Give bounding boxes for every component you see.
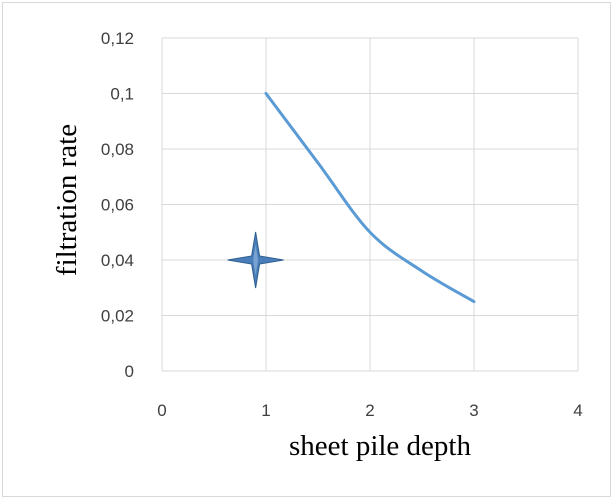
series-line xyxy=(264,92,476,304)
y-tick-label: 0 xyxy=(125,362,134,381)
x-tick-label: 4 xyxy=(573,401,582,420)
gridlines xyxy=(161,37,579,372)
y-tick-labels: 0 0,02 0,04 0,06 0,08 0,1 0,12 xyxy=(101,29,134,381)
x-tick-labels: 0 1 2 3 4 xyxy=(157,401,582,420)
y-axis-label: filtration rate xyxy=(51,124,83,276)
y-tick-label: 0,1 xyxy=(110,85,134,104)
y-tick-label: 0,04 xyxy=(101,251,134,270)
y-tick-label: 0,02 xyxy=(101,307,134,326)
chart-frame xyxy=(2,2,611,497)
y-tick-label: 0,08 xyxy=(101,140,134,159)
y-tick-label: 0,12 xyxy=(101,29,134,48)
star-marker-highlight xyxy=(253,244,258,276)
y-tick-label: 0,06 xyxy=(101,196,134,215)
x-tick-label: 0 xyxy=(157,401,166,420)
x-tick-label: 1 xyxy=(261,401,270,420)
plot-series xyxy=(227,92,476,304)
x-tick-label: 3 xyxy=(469,401,478,420)
x-tick-label: 2 xyxy=(365,401,374,420)
x-axis-label: sheet pile depth xyxy=(289,430,472,462)
